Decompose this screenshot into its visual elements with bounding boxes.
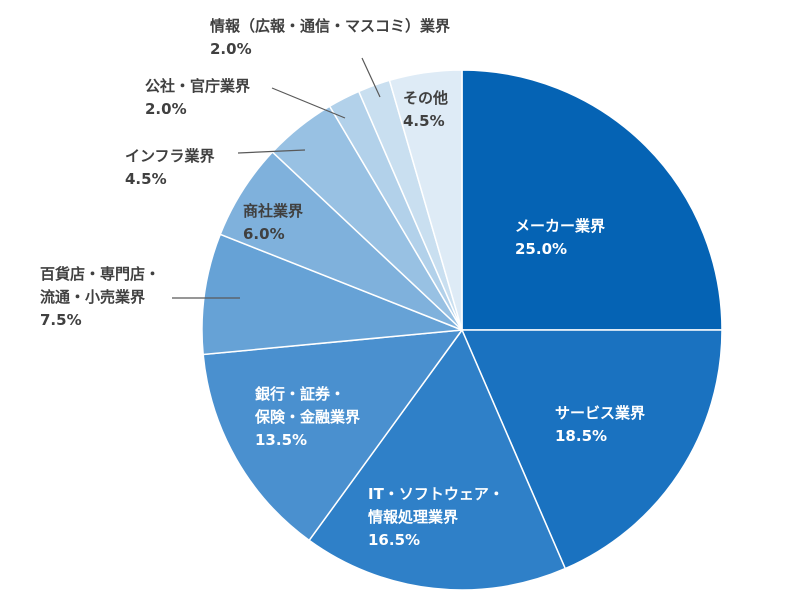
pie-slice xyxy=(308,328,567,591)
category-label: メーカー業界 xyxy=(515,217,606,235)
category-label: 銀行・証券・ 保険・金融業界 xyxy=(255,385,361,426)
slice-label: 公社・官庁業界 2.0% xyxy=(145,75,250,121)
category-label: インフラ業界 xyxy=(125,147,215,165)
value-label: 2.0% xyxy=(145,100,187,118)
value-label: 6.0% xyxy=(243,225,285,243)
pie-slice xyxy=(201,233,463,356)
pie-slice xyxy=(460,329,723,570)
pie-slice xyxy=(388,69,463,331)
slice-label: IT・ソフトウェア・ 情報処理業界 16.5% xyxy=(368,483,504,552)
slice-label: その他 4.5% xyxy=(403,87,448,133)
value-label: 16.5% xyxy=(368,531,421,549)
slice-label: サービス業界 18.5% xyxy=(555,402,645,448)
category-label: 商社業界 xyxy=(243,202,304,220)
leader-line xyxy=(237,149,306,154)
category-label: 百貨店・専門店・ 流通・小売業界 xyxy=(40,265,161,306)
value-label: 25.0% xyxy=(515,240,568,258)
category-label: その他 xyxy=(403,89,449,107)
slice-label: 百貨店・専門店・ 流通・小売業界 7.5% xyxy=(40,263,160,332)
category-label: 公社・官庁業界 xyxy=(145,77,251,95)
leader-lines xyxy=(172,57,381,299)
category-label: サービス業界 xyxy=(555,404,646,422)
slice-label: 銀行・証券・ 保険・金融業界 13.5% xyxy=(255,383,360,452)
pie-slice xyxy=(202,329,464,542)
pie-slice xyxy=(461,69,723,331)
category-label: IT・ソフトウェア・ 情報処理業界 xyxy=(368,485,504,526)
value-label: 18.5% xyxy=(555,427,608,445)
leader-line xyxy=(271,87,346,119)
value-label: 2.0% xyxy=(210,40,252,58)
leader-line xyxy=(361,57,381,98)
slice-label: 商社業界 6.0% xyxy=(243,200,303,246)
value-label: 13.5% xyxy=(255,431,308,449)
category-label: 情報（広報・通信・マスコミ）業界 xyxy=(210,17,451,35)
value-label: 7.5% xyxy=(40,311,82,329)
slice-label: 情報（広報・通信・マスコミ）業界 2.0% xyxy=(210,15,450,61)
slice-label: メーカー業界 25.0% xyxy=(515,215,605,261)
value-label: 4.5% xyxy=(125,170,167,188)
value-label: 4.5% xyxy=(403,112,445,130)
slice-label: インフラ業界 4.5% xyxy=(125,145,215,191)
